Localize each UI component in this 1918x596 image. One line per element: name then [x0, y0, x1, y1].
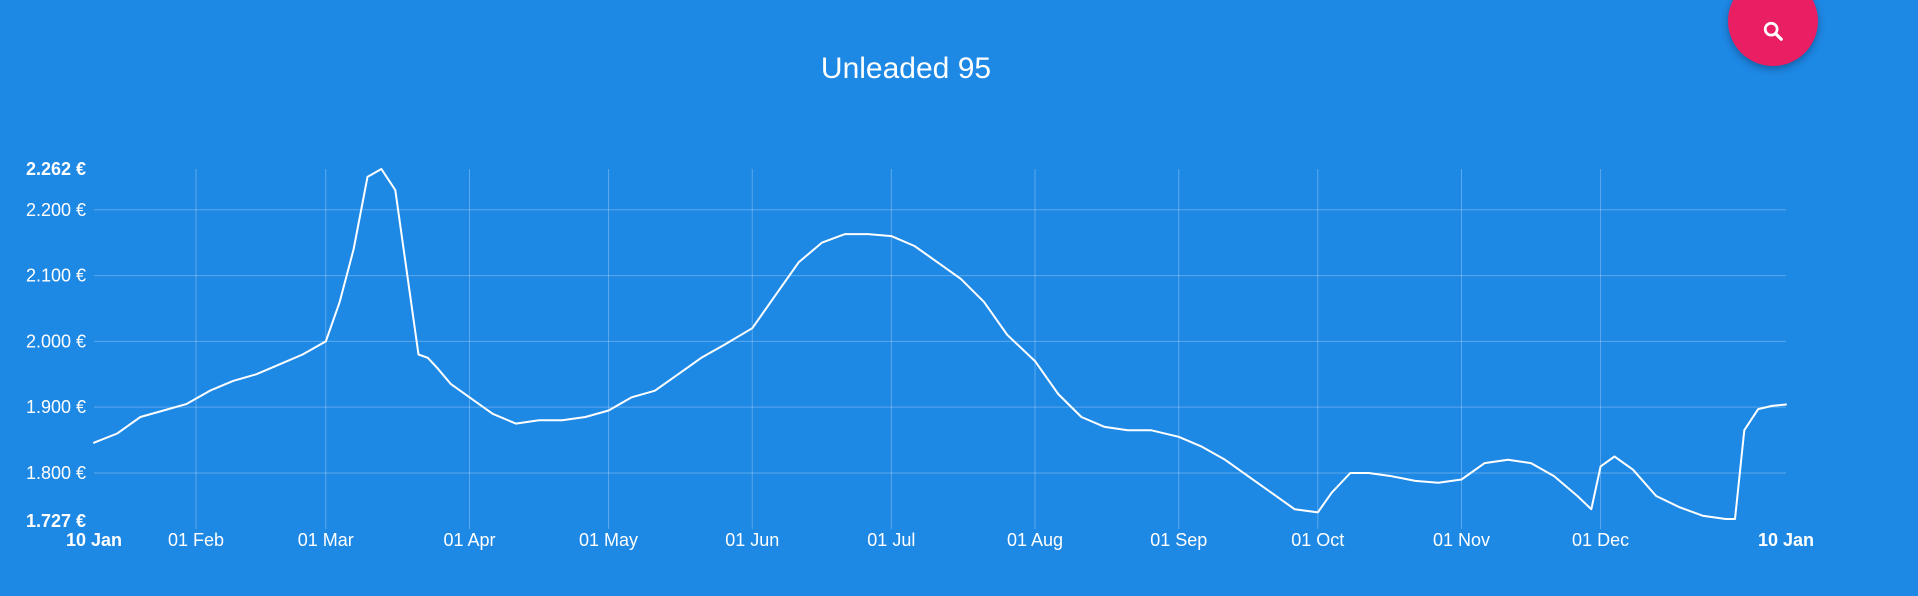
y-tick-label: 2.262 €: [26, 159, 86, 179]
x-axis-labels: 10 Jan 01 Feb 01 Mar 01 Apr 01 May 01 Jun 01 J…: [66, 530, 1814, 550]
x-tick-label: 10 Jan: [1758, 530, 1814, 550]
y-tick-label: 2.000 €: [26, 331, 86, 351]
price-series-line: [93, 168, 1787, 520]
y-tick-label: 1.800 €: [26, 463, 86, 483]
y-tick-label: 1.900 €: [26, 397, 86, 417]
y-axis-labels: 1.727 € 1.800 € 1.900 € 2.000 € 2.100 € 2.200…: [26, 159, 86, 531]
x-tick-label: 01 Jul: [867, 530, 915, 550]
grid-lines: [94, 169, 1786, 529]
y-tick-label: 1.727 €: [26, 511, 86, 531]
y-tick-label: 2.200 €: [26, 200, 86, 220]
x-tick-label: 01 Nov: [1433, 530, 1490, 550]
x-tick-label: 01 Apr: [443, 530, 495, 550]
x-tick-label: 01 Sep: [1150, 530, 1207, 550]
y-tick-label: 2.100 €: [26, 266, 86, 286]
series-layer: [93, 168, 1787, 520]
x-tick-label: 01 Mar: [298, 530, 354, 550]
x-tick-label: 01 Oct: [1291, 530, 1344, 550]
x-tick-label: 01 Feb: [168, 530, 224, 550]
x-tick-label: 01 Aug: [1007, 530, 1063, 550]
x-tick-label: 01 Jun: [725, 530, 779, 550]
x-tick-label: 10 Jan: [66, 530, 122, 550]
x-tick-label: 01 May: [579, 530, 638, 550]
search-icon: [1763, 21, 1783, 41]
chart-title: Unleaded 95: [820, 52, 992, 85]
x-tick-label: 01 Dec: [1572, 530, 1629, 550]
